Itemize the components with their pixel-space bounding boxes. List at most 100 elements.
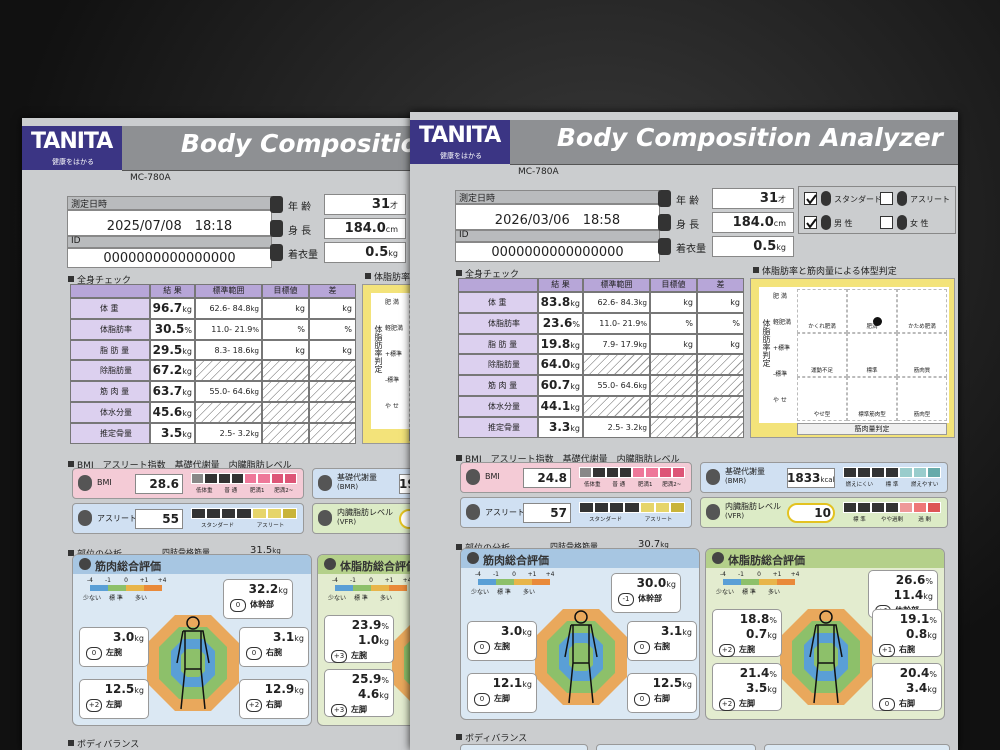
index-icon (78, 475, 92, 491)
result-value: 3.5 (161, 425, 183, 440)
panel-scale-word: 多い (768, 589, 781, 596)
part-kg-value: 12.5 (104, 682, 135, 696)
index-value: 10 (787, 506, 831, 520)
index-bar-segment (266, 508, 282, 519)
part-kg-unit: kg (522, 628, 532, 637)
target-unit: % (685, 318, 693, 328)
panel-scale-label: 0 (369, 577, 373, 584)
index-bar-segment (592, 467, 606, 478)
range-cell (195, 422, 262, 444)
mode-icon (821, 191, 831, 206)
part-level: 0 (230, 599, 246, 612)
body-type-row-label: +標準 (385, 351, 403, 358)
part-kg-unit: kg (379, 637, 389, 646)
limb-label: 四肢骨格筋量 (550, 542, 598, 551)
limb-unit: kg (660, 541, 669, 549)
logo: TANITA 健康をはかる (410, 120, 510, 164)
index-number: 24.8 (537, 471, 567, 485)
body-type-panel: 体脂肪率判定肥 満軽肥満+標準-標準や せかくれ肥満肥満かため肥満運動不足標準筋… (750, 278, 955, 438)
range-cell (195, 318, 262, 340)
result-unit: kg (182, 305, 192, 314)
profile-label: 身 長 (288, 226, 312, 237)
profile-value: 0.5 (753, 239, 777, 254)
range-unit: kg (250, 429, 260, 438)
panel-icon (324, 558, 336, 570)
part-level: 0 (86, 647, 102, 660)
check-mark (806, 218, 817, 229)
part-box: 12.5kg 0 右脚 (627, 673, 697, 713)
target-cell (262, 381, 309, 402)
part-kg-value: 3.0 (501, 624, 523, 638)
part-name: 右腕 (266, 648, 282, 657)
profile-value: 31 (759, 191, 778, 206)
table-header-cell (70, 284, 150, 298)
result-value: 45.6 (152, 405, 183, 419)
result-cell (150, 422, 195, 444)
index-bar-segment (221, 508, 237, 519)
part-kg-value: 4.6 (358, 687, 380, 701)
index-bar-segment (913, 467, 927, 478)
part-box: 3.0kg 0 左腕 (79, 627, 149, 667)
section-title: BMI アスリート指数 基礎代謝量 内臓脂肪レベル (77, 461, 292, 471)
body-type-row-label: や せ (385, 403, 399, 410)
panel-scale-word: 標 準 (354, 595, 368, 602)
profile-icon (658, 238, 671, 255)
part-box: 3.0kg 0 左腕 (467, 621, 537, 661)
part-name: 右脚 (899, 699, 915, 708)
body-type-inner (759, 287, 949, 423)
part-kg-value: 30.0 (636, 576, 667, 590)
panel-header (706, 549, 944, 568)
limb-value: 30.7 (638, 539, 661, 550)
body-type-row-label: や せ (773, 397, 787, 404)
part-kg-unit: kg (294, 686, 304, 695)
range-value: 7.9- 17.9 (602, 339, 639, 349)
part-box: 3.1kg 0 右腕 (239, 627, 309, 667)
panel-icon (712, 552, 724, 564)
row-label: 体水分量 (488, 402, 520, 411)
index-scale-label: 燃えにくい (845, 482, 874, 488)
profile-label: 着衣量 (676, 244, 706, 255)
index-bar-segment (658, 467, 672, 478)
part-name: 体幹部 (250, 600, 274, 609)
part-pct: 21.4% (713, 666, 777, 680)
part-kg: 32.2kg (224, 582, 288, 596)
part-kg-value: 0.8 (906, 627, 928, 641)
muscle-panel: 筋肉総合評価 -4 -1 0 +1 +4 少ない標 準多い 30.0kg -1 体幹部 3.0kg 0… (460, 548, 700, 720)
result-unit: kg (570, 361, 580, 371)
mode-icon (897, 191, 907, 206)
body-type-axis-y: 体脂肪率判定 (762, 319, 771, 367)
result-unit: % (572, 319, 580, 329)
table-header-cell (262, 284, 309, 298)
target-unit: % (297, 324, 305, 334)
result: 83.8kg (538, 295, 580, 309)
table-header-cell (458, 278, 538, 292)
result-value: 3.3 (549, 419, 571, 434)
part-box: 3.1kg 0 右腕 (627, 621, 697, 661)
body-type-cell-label: 筋肉質 (913, 368, 931, 374)
profile-unit: cm (773, 219, 786, 228)
result-cell (150, 381, 195, 402)
part-kg-unit: kg (379, 691, 389, 700)
panel-scale-label: 0 (757, 571, 761, 578)
checkbox (880, 192, 893, 205)
panel-scale-label: +4 (157, 577, 167, 584)
row-label: 体脂肪率 (488, 318, 520, 328)
result: 19.8kg (538, 337, 580, 351)
part-name: 左脚 (351, 705, 367, 714)
athlete-box: アスリート指数 57 スタンダード アスリート (460, 497, 692, 528)
index-bar-segment (669, 502, 685, 513)
result-cell (538, 354, 583, 376)
row-label: 筋 肉 量 (488, 381, 518, 391)
target-cell (650, 396, 697, 417)
part-pct-unit: % (381, 676, 389, 685)
profile-unit: cm (385, 225, 398, 234)
part-kg-unit: kg (927, 631, 937, 640)
profile-box (712, 212, 794, 233)
panel-scale-segment (126, 585, 144, 591)
index-scale-label: スタンダード (588, 517, 622, 523)
target-unit: % (344, 324, 352, 334)
panel-title: 体脂肪総合評価 (340, 560, 417, 573)
index-bar-segment (885, 502, 899, 513)
body-graphic (778, 607, 874, 707)
target-cell (262, 318, 309, 340)
